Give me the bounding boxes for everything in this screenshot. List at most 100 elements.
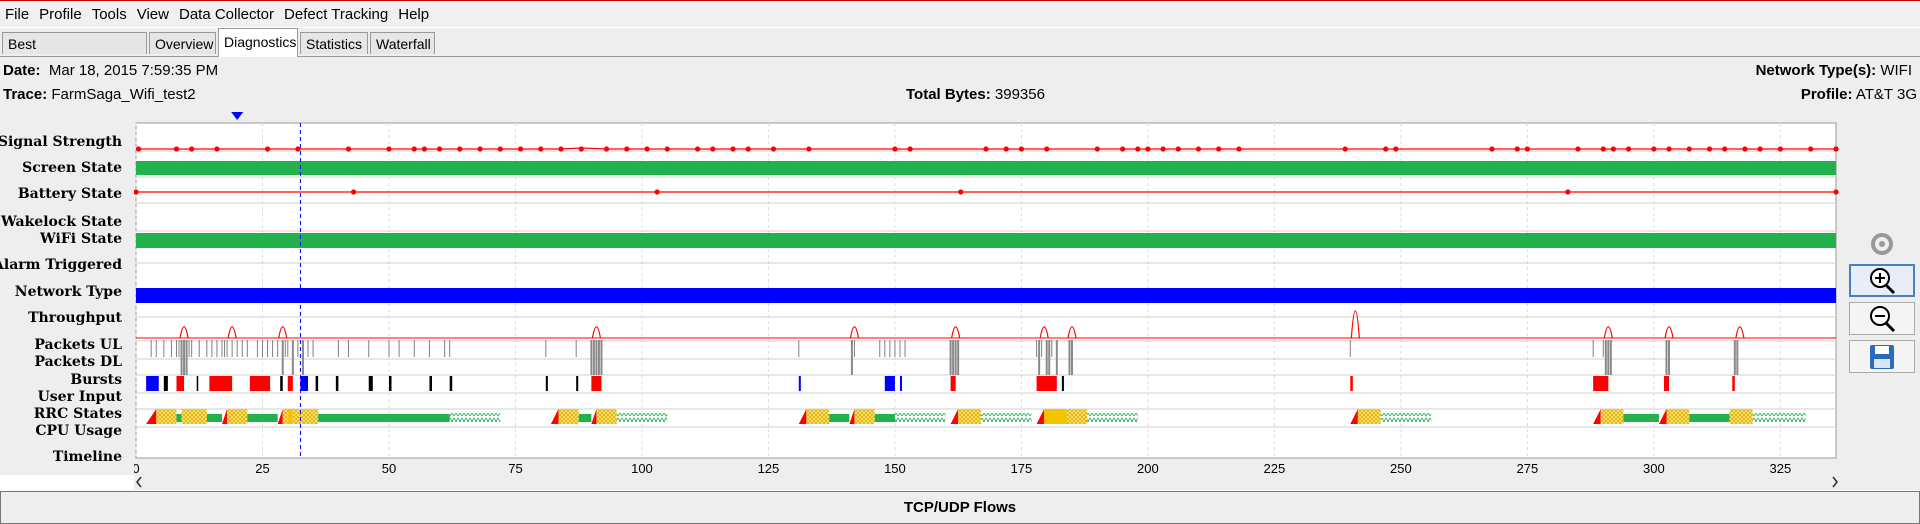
row-labels: Signal Strength Screen State Battery Sta… xyxy=(0,105,134,475)
battery-state-point xyxy=(350,189,357,195)
signal-strength-point xyxy=(1342,146,1348,152)
burst-block xyxy=(176,376,185,391)
burst-block xyxy=(388,376,392,391)
row-label-network-type: Network Type xyxy=(14,284,122,300)
burst-block xyxy=(196,376,199,391)
horizontal-scrollbar[interactable] xyxy=(134,475,1846,490)
rrc-promotion xyxy=(798,409,807,424)
throughput-peak xyxy=(278,326,288,339)
rrc-promotion xyxy=(550,409,559,424)
signal-strength-point xyxy=(345,146,352,152)
signal-strength-point xyxy=(1833,146,1839,152)
rrc-tail-state xyxy=(894,413,946,422)
tab-overview[interactable]: Overview xyxy=(149,32,216,54)
rrc-dch-state xyxy=(558,409,579,424)
rrc-tail-state xyxy=(1752,413,1806,422)
wifi-state-bar xyxy=(136,233,1836,248)
network-types-value: WIFI xyxy=(1880,62,1912,79)
menu-help[interactable]: Help xyxy=(398,5,430,23)
rrc-dch-state xyxy=(1066,409,1088,424)
signal-strength-point xyxy=(1666,146,1672,152)
burst-block xyxy=(449,376,453,391)
signal-strength-point xyxy=(1236,146,1242,152)
row-label-throughput: Throughput xyxy=(28,310,122,326)
rrc-dch-state xyxy=(806,409,830,424)
menu-defect-tracking[interactable]: Defect Tracking xyxy=(284,5,389,23)
total-bytes-label: Total Bytes: xyxy=(906,86,991,103)
signal-strength-point xyxy=(745,146,751,152)
rrc-dch-state xyxy=(282,409,288,424)
scroll-right-icon[interactable] xyxy=(1832,476,1839,488)
rrc-promotion xyxy=(849,409,855,424)
rrc-dch-state xyxy=(1357,409,1381,424)
rrc-tail-state xyxy=(1380,413,1432,422)
profile-label: Profile: xyxy=(1800,86,1853,103)
save-button[interactable] xyxy=(1849,340,1915,373)
burst-block xyxy=(1732,376,1735,391)
signal-strength-point xyxy=(264,146,271,152)
signal-strength-point xyxy=(477,146,483,152)
diagnostics-chart[interactable]: 0 25 50 75 100 125 150 175 200 225 250 275 300 325 xyxy=(132,105,1846,476)
burst-block xyxy=(576,376,579,391)
rrc-dch-state xyxy=(156,409,177,424)
tcp-udp-flows-header[interactable]: TCP/UDP Flows xyxy=(0,491,1920,524)
zoom-out-icon xyxy=(1870,305,1896,332)
timeline-tick-label: 125 xyxy=(758,461,780,475)
menu-tools[interactable]: Tools xyxy=(91,5,127,23)
signal-strength-point xyxy=(538,146,544,152)
timeline-tick-label: 75 xyxy=(508,461,522,475)
signal-strength-point xyxy=(983,146,989,152)
save-icon xyxy=(1870,344,1894,369)
rrc-fach-state xyxy=(206,414,223,422)
burst-block xyxy=(280,376,283,391)
menu-profile[interactable]: Profile xyxy=(39,5,82,23)
row-label-bursts: Bursts xyxy=(70,372,122,388)
timeline-tick-label: 325 xyxy=(1769,461,1791,475)
burst-block xyxy=(368,376,373,391)
zoom-out-button[interactable] xyxy=(1849,302,1915,335)
signal-strength-point xyxy=(578,146,584,152)
tab-statistics[interactable]: Statistics xyxy=(300,32,368,54)
tab-best-practices[interactable]: Best Practices/Results xyxy=(2,32,147,74)
burst-block xyxy=(899,376,903,391)
menu-data-collector[interactable]: Data Collector xyxy=(178,5,275,23)
signal-strength-point xyxy=(1524,146,1530,152)
signal-strength-point xyxy=(457,146,463,152)
rrc-promotion xyxy=(591,409,597,424)
throughput-peak xyxy=(1603,326,1613,339)
refresh-icon xyxy=(1871,232,1893,255)
burst-block xyxy=(1036,376,1057,391)
menu-file[interactable]: File xyxy=(5,5,30,23)
tab-waterfall[interactable]: Waterfall xyxy=(370,32,435,54)
burst-block xyxy=(950,376,956,391)
diagnostics-chart-area[interactable]: 0 25 50 75 100 125 150 175 200 225 250 275 300 325 xyxy=(132,105,1846,476)
row-label-screen-state: Screen State xyxy=(22,160,122,176)
signal-strength-point xyxy=(1757,146,1763,152)
row-label-packets-ul: Packets UL xyxy=(34,337,122,353)
rrc-dch-active xyxy=(287,409,293,424)
refresh-button[interactable] xyxy=(1849,227,1915,260)
menu-view[interactable]: View xyxy=(136,5,169,23)
signal-strength-point xyxy=(295,146,301,152)
signal-strength-point xyxy=(1600,146,1606,152)
row-label-wakelock-state: Wakelock State xyxy=(1,214,122,230)
signal-strength-point xyxy=(644,146,650,152)
signal-strength-point xyxy=(1135,146,1141,152)
signal-strength-point xyxy=(1195,146,1202,152)
date-value: Mar 18, 2015 7:59:35 PM xyxy=(48,62,219,79)
signal-strength-point xyxy=(1777,146,1783,152)
zoom-in-button[interactable] xyxy=(1849,264,1915,297)
timeline-tick-label: 25 xyxy=(255,461,269,475)
burst-block xyxy=(798,376,801,391)
tab-diagnostics[interactable]: Diagnostics xyxy=(218,28,298,57)
signal-strength-point xyxy=(1094,146,1100,152)
signal-strength-point xyxy=(1175,146,1181,152)
signal-strength-point xyxy=(517,146,524,152)
scroll-left-icon[interactable] xyxy=(135,476,142,488)
timeline-tick-label: 250 xyxy=(1390,461,1412,475)
zoom-panel xyxy=(1846,105,1920,490)
rrc-fach-state xyxy=(578,414,592,422)
profile-value: AT&T 3G xyxy=(1855,86,1917,103)
signal-strength-point xyxy=(892,146,898,152)
burst-block xyxy=(591,376,602,391)
